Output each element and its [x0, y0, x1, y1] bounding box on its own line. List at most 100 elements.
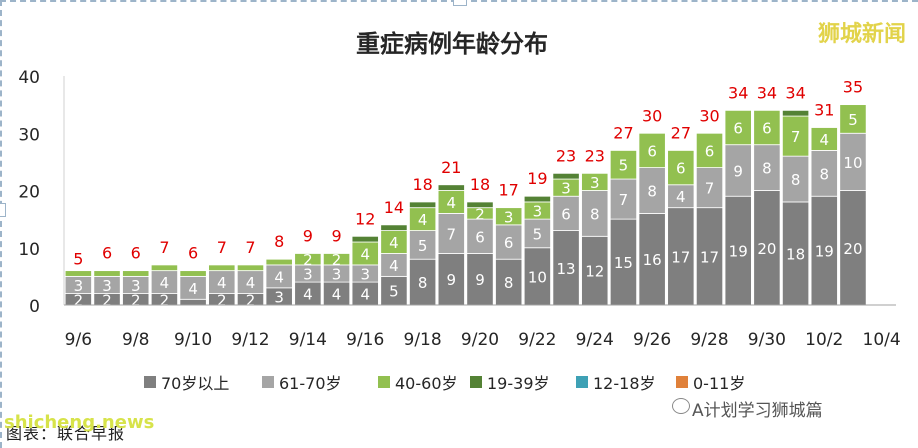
segment-value-label: 10	[843, 154, 862, 172]
y-tick-label: 0	[29, 297, 40, 317]
bar-segment	[695, 132, 724, 168]
segment-value-label: 7	[619, 191, 629, 209]
total-label: 5	[73, 249, 83, 268]
bar-segment	[839, 104, 867, 134]
x-tick-label: 9/22	[518, 330, 556, 350]
segment-value-label: 2	[131, 291, 141, 309]
bar-segment	[179, 270, 207, 277]
total-label: 9	[303, 226, 313, 245]
segment-value-label: 3	[590, 174, 600, 192]
bar-segment	[839, 190, 867, 306]
total-label: 7	[217, 238, 227, 257]
total-label: 34	[728, 83, 748, 102]
bar-segment	[351, 235, 379, 243]
segment-value-label: 4	[246, 274, 256, 292]
bar-segment	[581, 235, 609, 306]
segment-value-label: 3	[504, 208, 514, 226]
segment-value-label: 9	[475, 271, 485, 289]
total-label: 19	[527, 169, 547, 188]
bar-segment	[781, 109, 810, 117]
bar-segment	[667, 207, 695, 306]
bar-segment	[409, 201, 437, 209]
segment-value-label: 6	[733, 120, 743, 138]
x-tick-label: 9/10	[174, 330, 212, 350]
segment-value-label: 15	[614, 254, 633, 272]
segment-value-label: 3	[360, 266, 370, 284]
bar-segment	[523, 195, 551, 203]
bar-segment	[724, 195, 752, 306]
segment-value-label: 20	[843, 240, 862, 258]
bar-segment	[552, 195, 580, 231]
resize-handle-top[interactable]	[453, 0, 467, 6]
segment-value-label: 4	[160, 274, 170, 292]
segment-value-label: 2	[246, 291, 256, 309]
bar-segment	[724, 109, 752, 146]
segment-value-label: 3	[303, 266, 313, 284]
x-tick-label: 10/2	[805, 330, 843, 350]
total-label: 21	[441, 158, 461, 177]
legend-label: 70岁以上	[161, 374, 229, 393]
site-watermark: shicheng.news	[4, 412, 155, 433]
segment-value-label: 4	[676, 188, 686, 206]
y-axis: 0 10 20 30 40	[18, 68, 65, 317]
bar-segment	[523, 247, 551, 306]
x-tick-label: 9/6	[65, 330, 92, 350]
total-label: 23	[585, 146, 605, 165]
x-tick-label: 9/26	[633, 330, 671, 350]
segment-value-label: 8	[762, 160, 772, 178]
bar-segment	[236, 264, 265, 272]
bar-segment	[638, 132, 666, 168]
segment-value-label: 4	[418, 211, 428, 229]
segment-value-label: 2	[217, 291, 227, 309]
bar-segment	[781, 155, 810, 203]
segment-value-label: 5	[418, 237, 428, 255]
bar-segment	[753, 109, 781, 146]
bar-segment	[495, 207, 523, 226]
segment-value-label: 3	[74, 277, 84, 295]
x-tick-label: 10/4	[863, 330, 901, 350]
segment-value-label: 4	[332, 286, 342, 304]
segment-value-label: 4	[217, 274, 227, 292]
total-label: 6	[102, 244, 112, 263]
segment-value-label: 3	[533, 203, 543, 221]
total-label: 35	[843, 78, 863, 97]
bar-segment	[437, 184, 465, 191]
wechat-account: A计划学习狮城篇	[692, 401, 823, 421]
segment-value-label: 5	[389, 283, 399, 301]
segment-value-label: 13	[557, 260, 576, 278]
bar-segment	[150, 264, 179, 272]
bar-segment	[638, 167, 666, 214]
segment-value-label: 4	[360, 245, 370, 263]
chart-source: 图表：联合早报	[6, 424, 126, 443]
x-tick-label: 9/24	[576, 330, 614, 350]
total-label: 30	[642, 106, 662, 125]
segment-value-label: 2	[332, 251, 342, 269]
segment-value-label: 8	[820, 165, 830, 183]
segment-value-label: 6	[676, 160, 686, 178]
legend-label: 0-11岁	[693, 374, 745, 393]
total-label: 27	[671, 123, 691, 142]
legend-label: 12-18岁	[593, 374, 656, 393]
resize-handle-left[interactable]	[0, 203, 6, 217]
segment-value-label: 4	[820, 131, 830, 149]
total-label: 6	[188, 244, 198, 263]
segment-value-label: 3	[561, 180, 571, 198]
legend-swatch	[576, 376, 588, 388]
bar-segment	[380, 224, 408, 231]
bar-segment	[466, 201, 494, 209]
bar-segment	[839, 132, 867, 191]
bar-segment	[781, 115, 810, 157]
bar-segment	[208, 264, 236, 272]
legend-label: 40-60岁	[395, 374, 458, 393]
bar-segment	[810, 150, 838, 197]
bar-segment	[638, 212, 666, 306]
bar-segment	[609, 178, 638, 220]
segment-value-label: 2	[102, 291, 112, 309]
segment-value-label: 3	[332, 266, 342, 284]
y-tick-label: 10	[18, 240, 40, 260]
x-tick-label: 9/12	[231, 330, 269, 350]
total-label: 27	[613, 123, 633, 142]
total-label: 14	[384, 198, 404, 217]
